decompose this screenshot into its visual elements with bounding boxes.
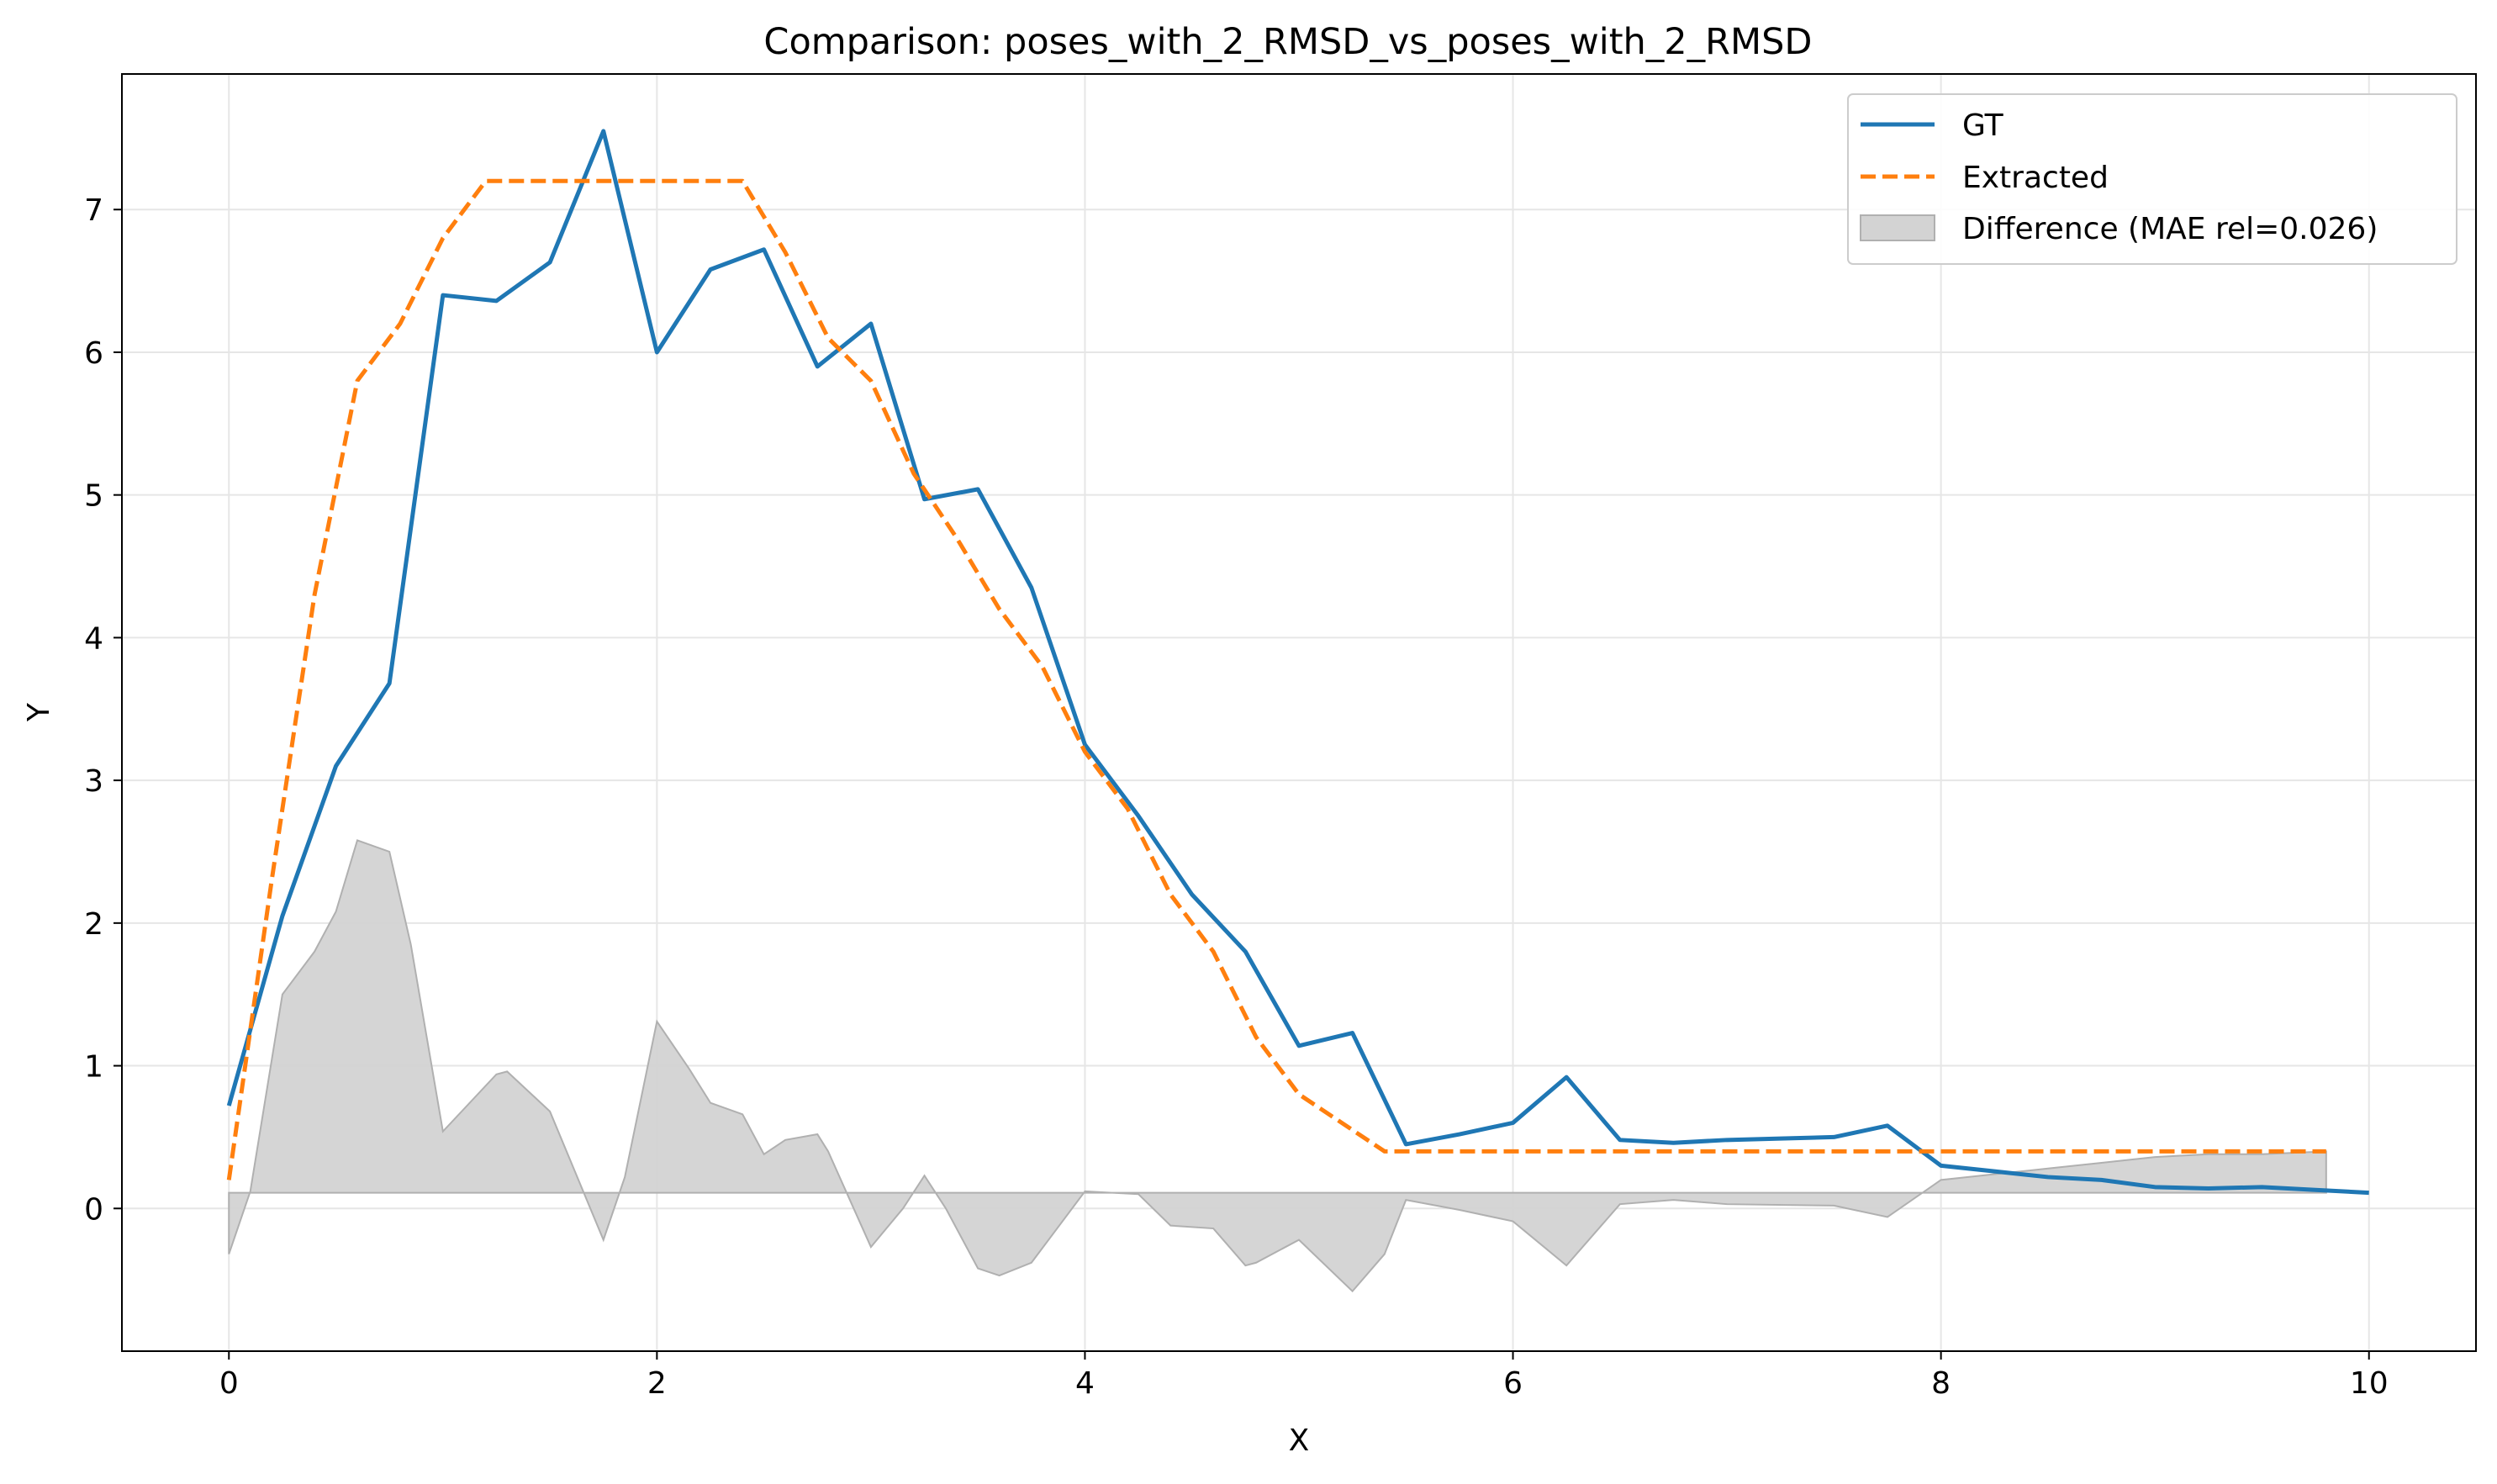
x-tick-label: 0 [219,1366,239,1401]
legend-difference-label: Difference (MAE rel=0.026) [1962,212,2378,246]
plot-frame [121,73,2477,1352]
x-tick-label: 6 [1503,1366,1523,1401]
difference-area-layer [228,839,2327,1293]
legend-extracted-label: Extracted [1962,161,2109,195]
legend-difference-swatch [1860,214,1935,241]
legend: GT Extracted Difference (MAE rel=0.026) [1847,93,2457,265]
y-tick-label: 7 [84,193,103,228]
y-tick-label: 4 [84,621,103,656]
x-tick-label: 8 [1931,1366,1951,1401]
series-line-extracted [226,178,2326,1180]
y-tick-label: 2 [84,907,103,942]
x-tick-label: 4 [1075,1366,1095,1401]
y-tick-label: 3 [84,764,103,799]
y-axis-label: Y [22,702,56,722]
y-tick-label: 6 [84,336,103,371]
y-tick-label: 1 [84,1050,103,1085]
y-tick-label: 5 [84,479,103,514]
legend-box [1847,93,2457,265]
difference-area [228,839,2327,1293]
grid [122,74,2476,1351]
x-tick-label: 2 [647,1366,667,1401]
x-tick-label: 10 [2350,1366,2389,1401]
axis-ticks: 0 2 4 6 8 10 0 1 2 3 4 5 6 7 [84,193,2389,1401]
x-axis-label: X [1289,1423,1310,1458]
chart-title: Comparison: poses_with_2_RMSD_vs_poses_w… [763,21,1812,63]
legend-gt-label: GT [1962,108,2004,143]
y-tick-label: 0 [84,1192,103,1227]
series-layer [226,129,2369,1196]
series-line-gt [226,129,2369,1196]
